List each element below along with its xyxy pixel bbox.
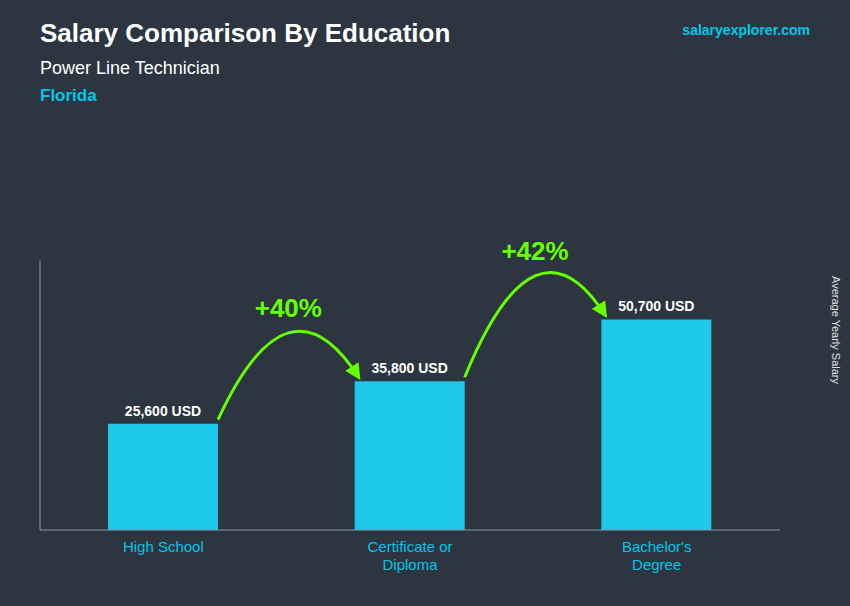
svg-text:+40%: +40% — [255, 293, 322, 323]
svg-text:50,700 USD: 50,700 USD — [618, 298, 694, 314]
svg-text:+42%: +42% — [501, 236, 568, 266]
html-text:salaryexplorer.com: salaryexplorer.com — [682, 22, 810, 38]
html-text:Salary Comparison By Education: Salary Comparison By Education — [40, 18, 451, 48]
html-text:Power Line Technician: Power Line Technician — [40, 58, 220, 78]
svg-text:25,600 USD: 25,600 USD — [125, 403, 201, 419]
html-text:Average Yearly Salary: Average Yearly Salary — [830, 276, 842, 384]
svg-text:Bachelor'sDegree: Bachelor'sDegree — [622, 538, 692, 573]
svg-text:35,800 USD: 35,800 USD — [372, 360, 448, 376]
svg-text:Certificate orDiploma: Certificate orDiploma — [367, 538, 452, 573]
html-text:Florida: Florida — [40, 86, 97, 105]
svg-text:High School: High School — [123, 538, 204, 555]
